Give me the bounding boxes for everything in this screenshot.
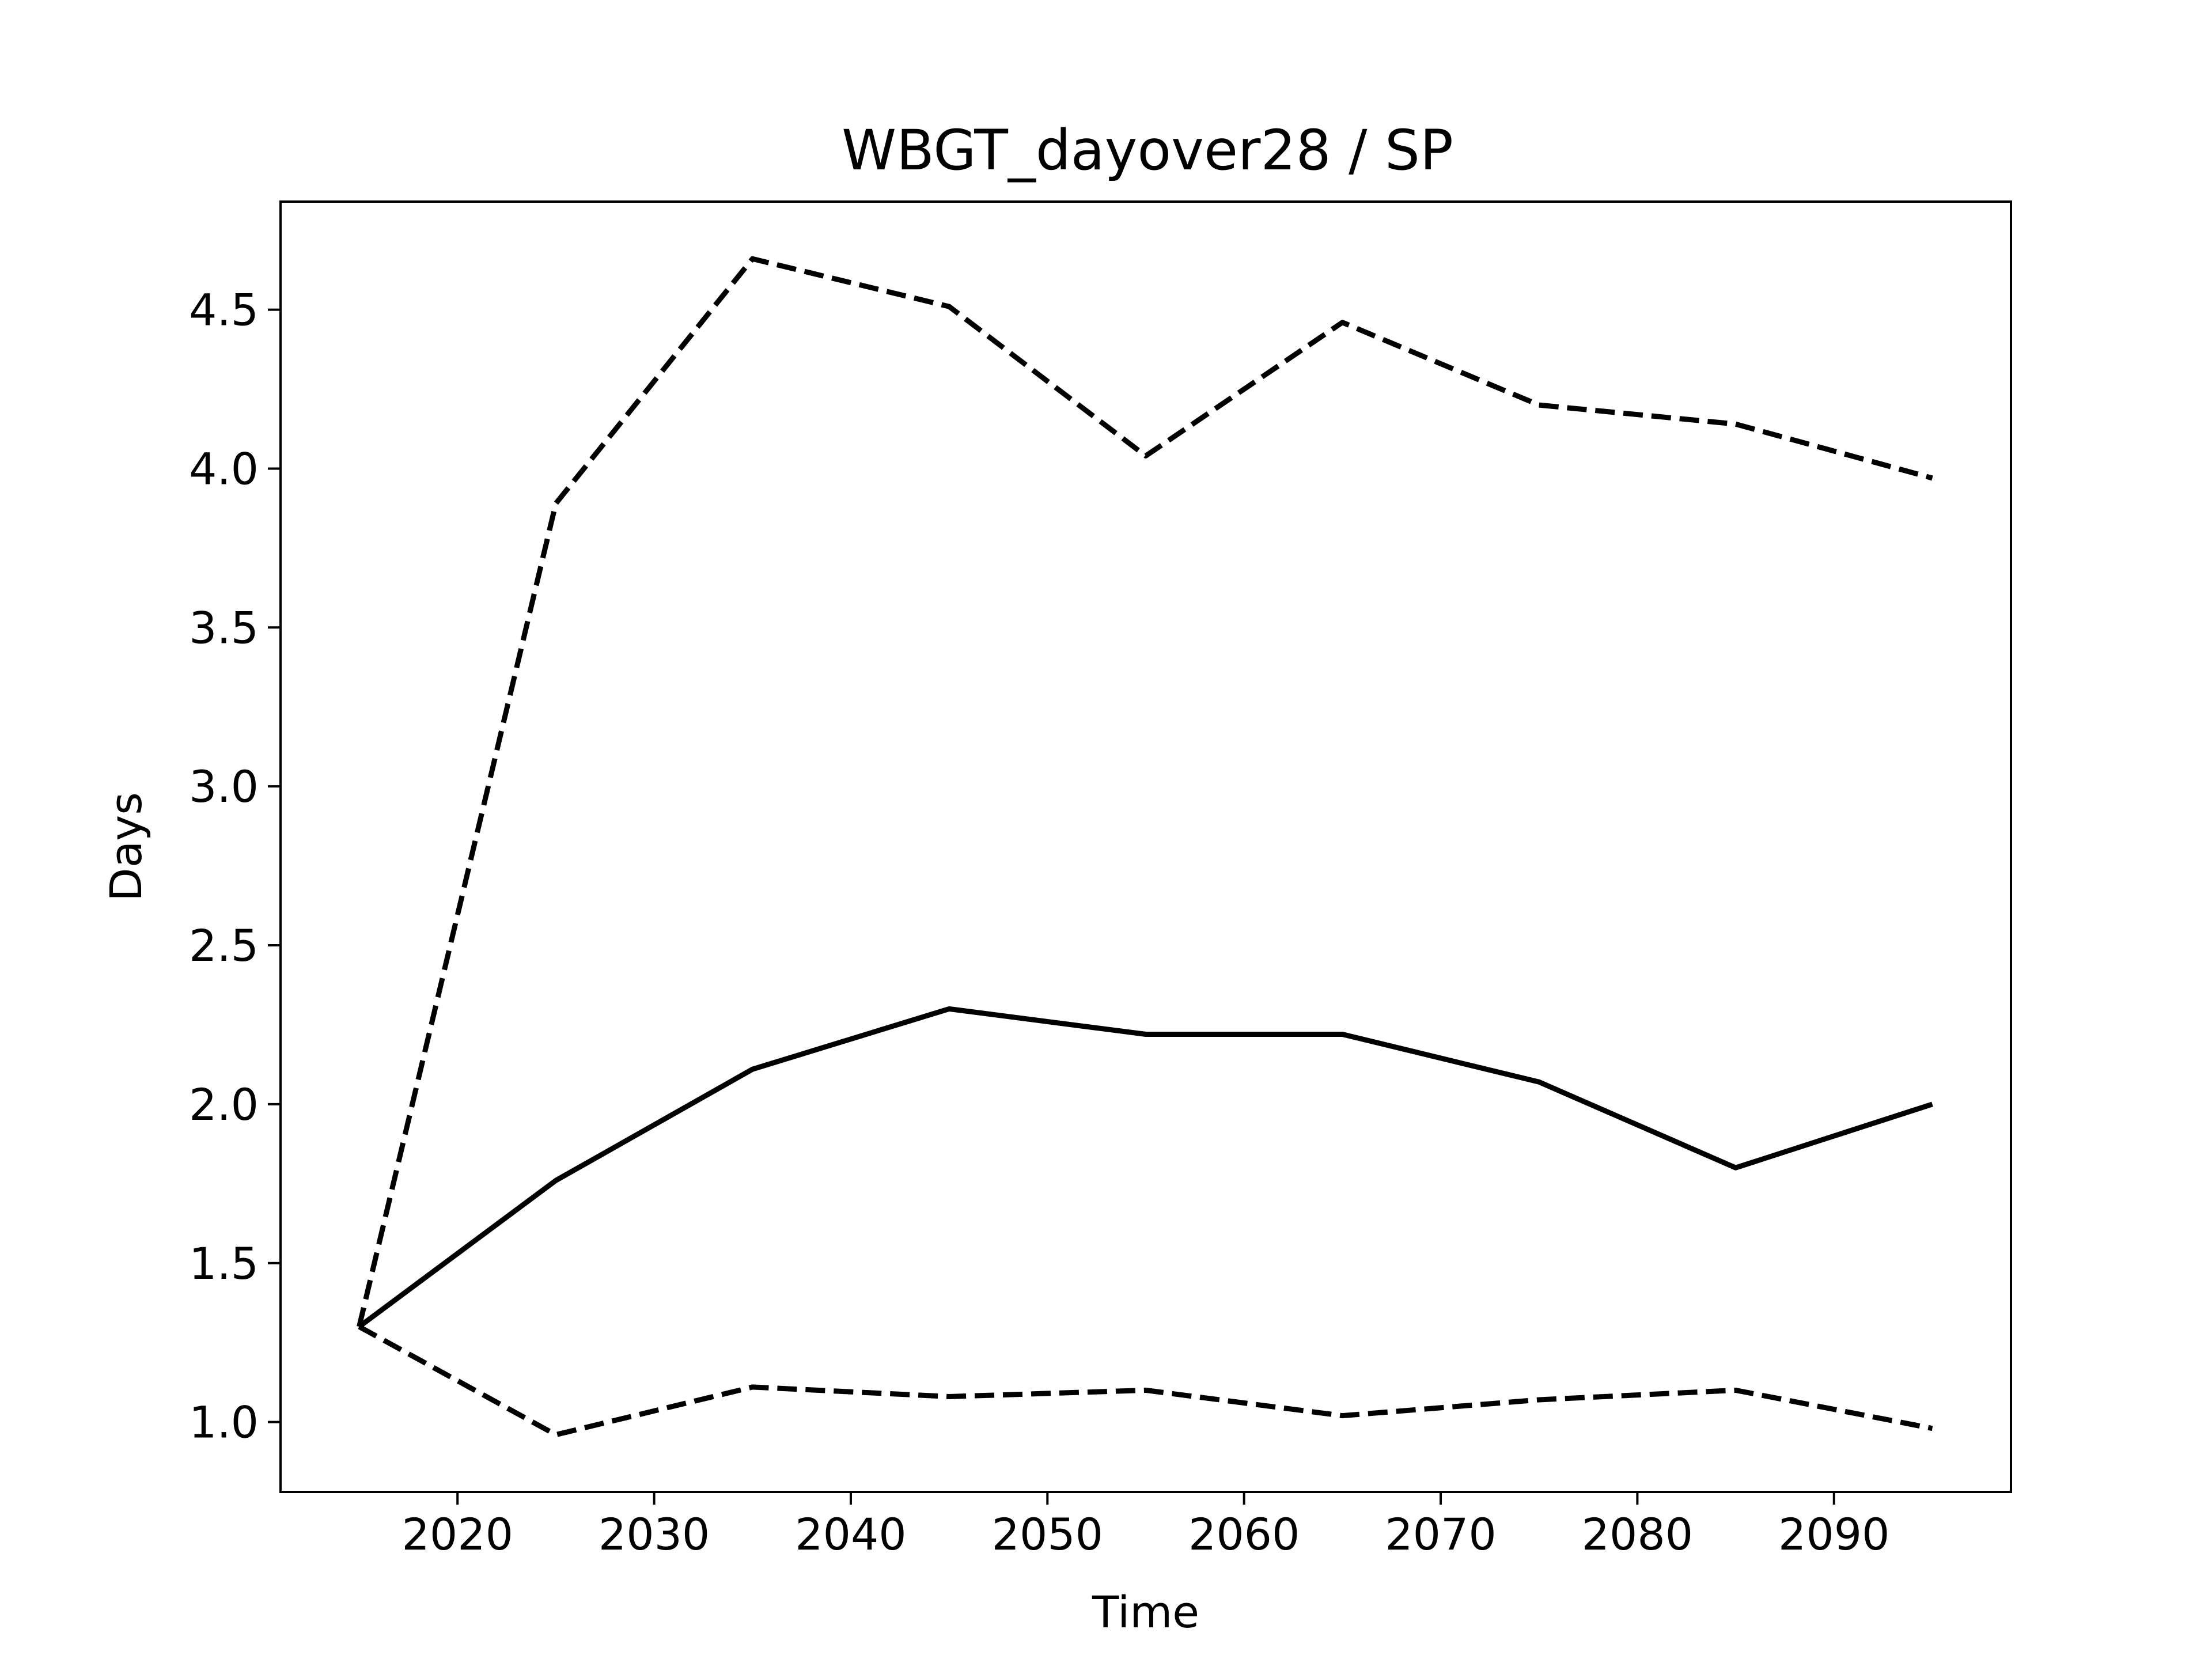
x-tick-label: 2040 bbox=[795, 1509, 906, 1560]
y-tick-label: 2.0 bbox=[189, 1079, 259, 1130]
x-tick-label: 2050 bbox=[992, 1509, 1103, 1560]
series-line-3 bbox=[358, 1324, 1933, 1438]
y-tick-label: 3.0 bbox=[189, 761, 259, 812]
series-line-1 bbox=[357, 256, 1933, 1328]
y-tick-label: 1.5 bbox=[189, 1238, 259, 1289]
plot-area-frame bbox=[279, 200, 2012, 1493]
y-tick-label: 4.5 bbox=[189, 285, 259, 336]
x-tick-label: 2080 bbox=[1582, 1509, 1693, 1560]
x-tick-label: 2070 bbox=[1385, 1509, 1496, 1560]
y-tick-label: 3.5 bbox=[189, 602, 259, 653]
x-tick-label: 2090 bbox=[1778, 1509, 1889, 1560]
series-line-2 bbox=[357, 1006, 1933, 1329]
x-axis-label: Time bbox=[1092, 1586, 1199, 1638]
series-layer bbox=[357, 256, 1933, 1438]
y-tick-label: 2.5 bbox=[189, 920, 259, 971]
y-tick-label: 4.0 bbox=[189, 443, 259, 494]
chart-title: WBGT_dayover28 / SP bbox=[842, 118, 1453, 183]
ticks-layer: 2020 2030 2040 2050 2060 2070 2080 2090 1.0 1.5 2.… bbox=[189, 285, 1889, 1560]
y-axis-label: Days bbox=[100, 792, 151, 902]
x-tick-label: 2020 bbox=[402, 1509, 513, 1560]
x-tick-label: 2060 bbox=[1188, 1509, 1300, 1560]
y-tick-label: 1.0 bbox=[189, 1397, 259, 1448]
x-tick-label: 2030 bbox=[599, 1509, 710, 1560]
